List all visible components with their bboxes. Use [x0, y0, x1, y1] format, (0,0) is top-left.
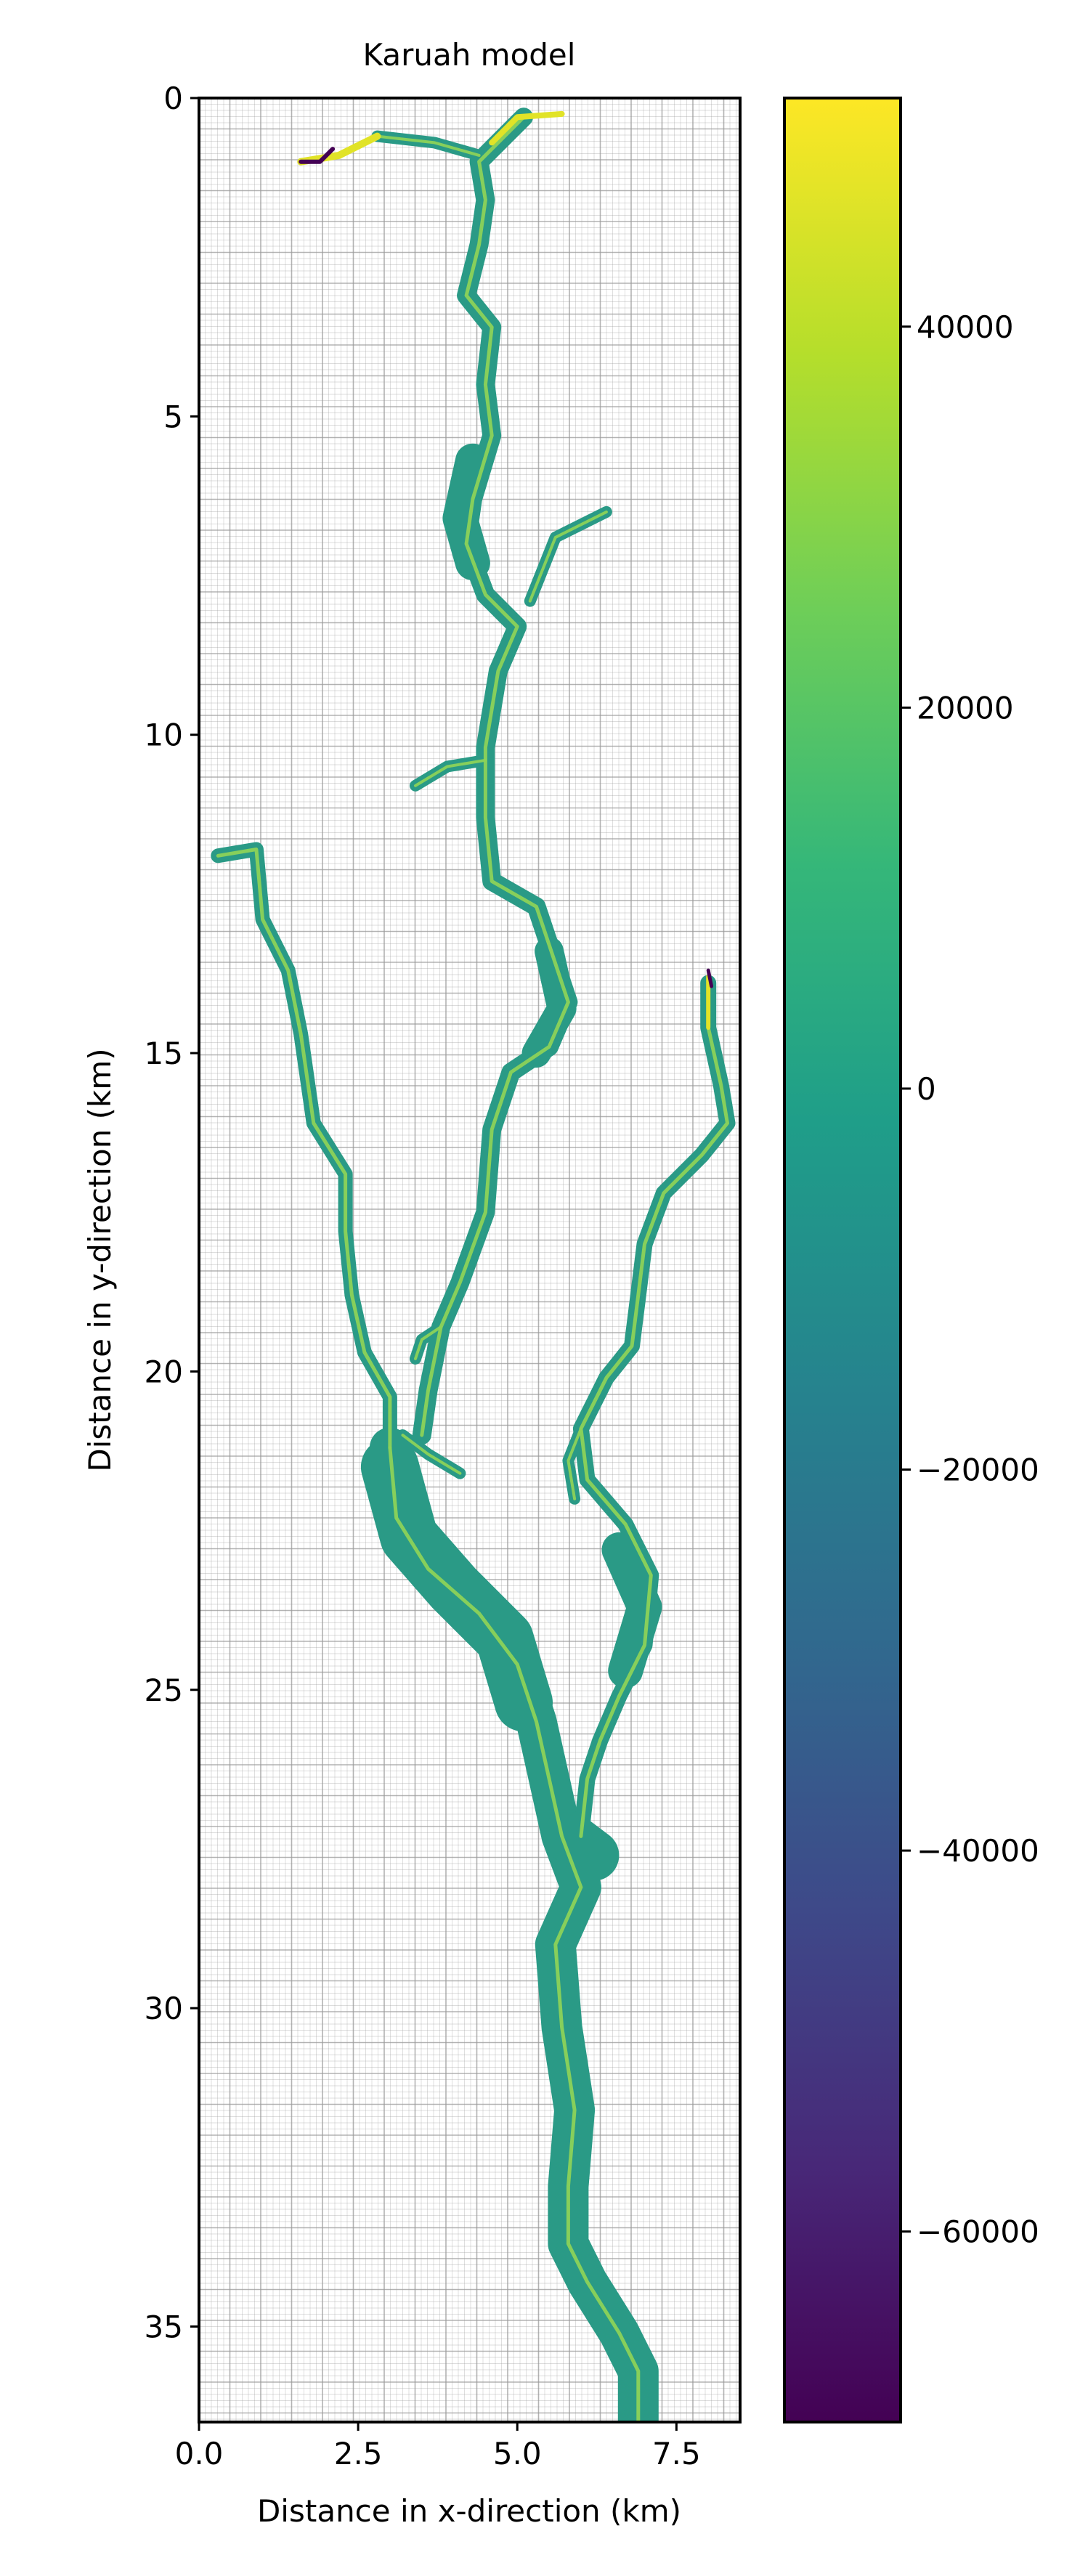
- x-tick-label: 5.0: [493, 2436, 542, 2471]
- y-tick-label: 35: [145, 2309, 183, 2344]
- channel-junction-pool: [543, 1811, 620, 1881]
- y-tick-label: 25: [145, 1673, 183, 1708]
- channel-branch-centerline-6: [401, 1434, 462, 1475]
- colorbar-tick-label: 0: [917, 1071, 936, 1107]
- y-tick-label: 30: [145, 1991, 183, 2026]
- channel-branch-centerline-2: [414, 758, 487, 787]
- channel-branch-centerline-4: [414, 1325, 443, 1360]
- channel-east-pool: [601, 1532, 662, 1689]
- y-tick-label: 20: [145, 1354, 183, 1389]
- channel-branch-centerline-1: [528, 510, 608, 603]
- colorbar-tick-label: 40000: [917, 309, 1014, 345]
- channel-east-head-low: [706, 968, 714, 988]
- channel-head-top: [489, 110, 565, 146]
- colorbar-tick-label: 20000: [917, 690, 1014, 726]
- channel-widening-mid: [521, 936, 577, 1068]
- x-tick-label: 2.5: [334, 2436, 383, 2471]
- y-axis-label: Distance in y-direction (km): [82, 1048, 118, 1471]
- x-tick-label: 0.0: [175, 2436, 224, 2471]
- colorbar-axis: 40000 20000 0 −20000 −40000 −60000: [901, 309, 1039, 2250]
- y-tick-label: 15: [145, 1036, 183, 1071]
- channel-branch-centerline-3: [375, 134, 481, 157]
- channel-west-centerline: [216, 848, 392, 1450]
- colorbar-tick-label: −20000: [917, 1452, 1039, 1488]
- channel-network: [211, 107, 736, 2422]
- y-tick-label: 0: [163, 81, 183, 116]
- channel-branch-centerline-5: [567, 1427, 582, 1500]
- x-axis: 0.0 2.5 5.0 7.5: [175, 2422, 701, 2471]
- channel-trunk-centerline: [420, 115, 570, 1437]
- channel-head-low: [299, 147, 336, 164]
- colorbar: [783, 97, 902, 2423]
- channel-widening-lower: [360, 1437, 553, 1732]
- x-tick-label: 7.5: [652, 2436, 701, 2471]
- channel-lower-centerline: [388, 1446, 641, 2422]
- chart-title: Karuah model: [363, 37, 576, 73]
- plot-frame: [198, 97, 742, 2423]
- mesh-grid: [199, 98, 740, 2422]
- colorbar-tick-label: −60000: [917, 2214, 1039, 2250]
- channel-east-centerline: [579, 981, 729, 1838]
- y-tick-label: 10: [145, 718, 183, 753]
- x-axis-label: Distance in x-direction (km): [257, 2493, 681, 2529]
- y-axis: 0 5 10 15 20 25 30 35: [145, 81, 199, 2344]
- y-tick-label: 5: [163, 399, 183, 434]
- colorbar-tick-label: −40000: [917, 1833, 1039, 1869]
